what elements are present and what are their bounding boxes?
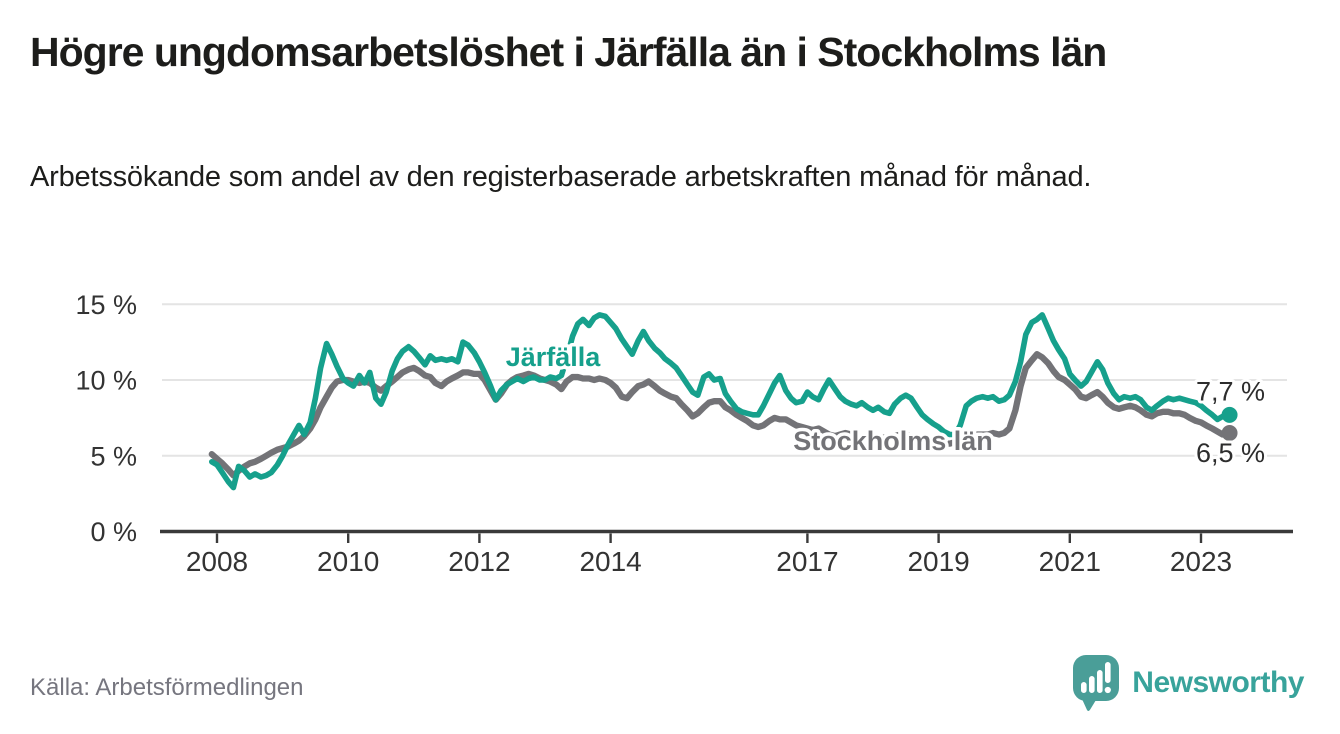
newsworthy-logo-icon bbox=[1073, 655, 1120, 712]
x-tick-label: 2010 bbox=[317, 546, 379, 577]
j-rf-lla-series-label: Järfälla bbox=[506, 342, 602, 372]
x-tick-label: 2023 bbox=[1170, 546, 1232, 577]
y-tick-label: 10 % bbox=[75, 366, 137, 396]
j-rf-lla-line bbox=[209, 312, 1232, 491]
x-tick-label: 2012 bbox=[448, 546, 510, 577]
chart-canvas: 2008 2010 2012 2014 2017 2019 2021 2023 0 % 5 % 10… bbox=[75, 290, 1293, 577]
x-tick-label: 2014 bbox=[579, 546, 641, 577]
stockholms-l-n-end-dot bbox=[1221, 425, 1238, 442]
source-note: Källa: Arbetsförmedlingen bbox=[30, 674, 304, 701]
x-tick-label: 2017 bbox=[776, 546, 838, 577]
x-tick-label: 2008 bbox=[186, 546, 248, 577]
y-tick-label: 15 % bbox=[75, 290, 137, 320]
j-rf-lla-end-dot bbox=[1221, 406, 1238, 423]
newsworthy-wordmark: Newsworthy bbox=[1132, 666, 1304, 699]
stockholms-l-n-end-value-label: 6,5 % bbox=[1196, 438, 1265, 468]
line-chart: 2008 2010 2012 2014 2017 2019 2021 2023 0 % 5 % 10… bbox=[0, 260, 1340, 610]
page-subtitle: Arbetssökande som andel av den registerb… bbox=[30, 161, 1092, 193]
stockholms-l-n-series-label: Stockholms län bbox=[793, 426, 993, 456]
page-title: Högre ungdomsarbetslöshet i Järfälla än … bbox=[30, 29, 1107, 75]
y-tick-label: 5 % bbox=[90, 441, 137, 471]
j-rf-lla-end-value-label: 7,7 % bbox=[1196, 376, 1265, 406]
newsworthy-brand: Newsworthy bbox=[1072, 654, 1304, 712]
x-tick-label: 2019 bbox=[907, 546, 969, 577]
y-tick-label: 0 % bbox=[90, 517, 137, 547]
stockholms-l-n-line bbox=[208, 351, 1232, 479]
x-tick-label: 2021 bbox=[1039, 546, 1101, 577]
